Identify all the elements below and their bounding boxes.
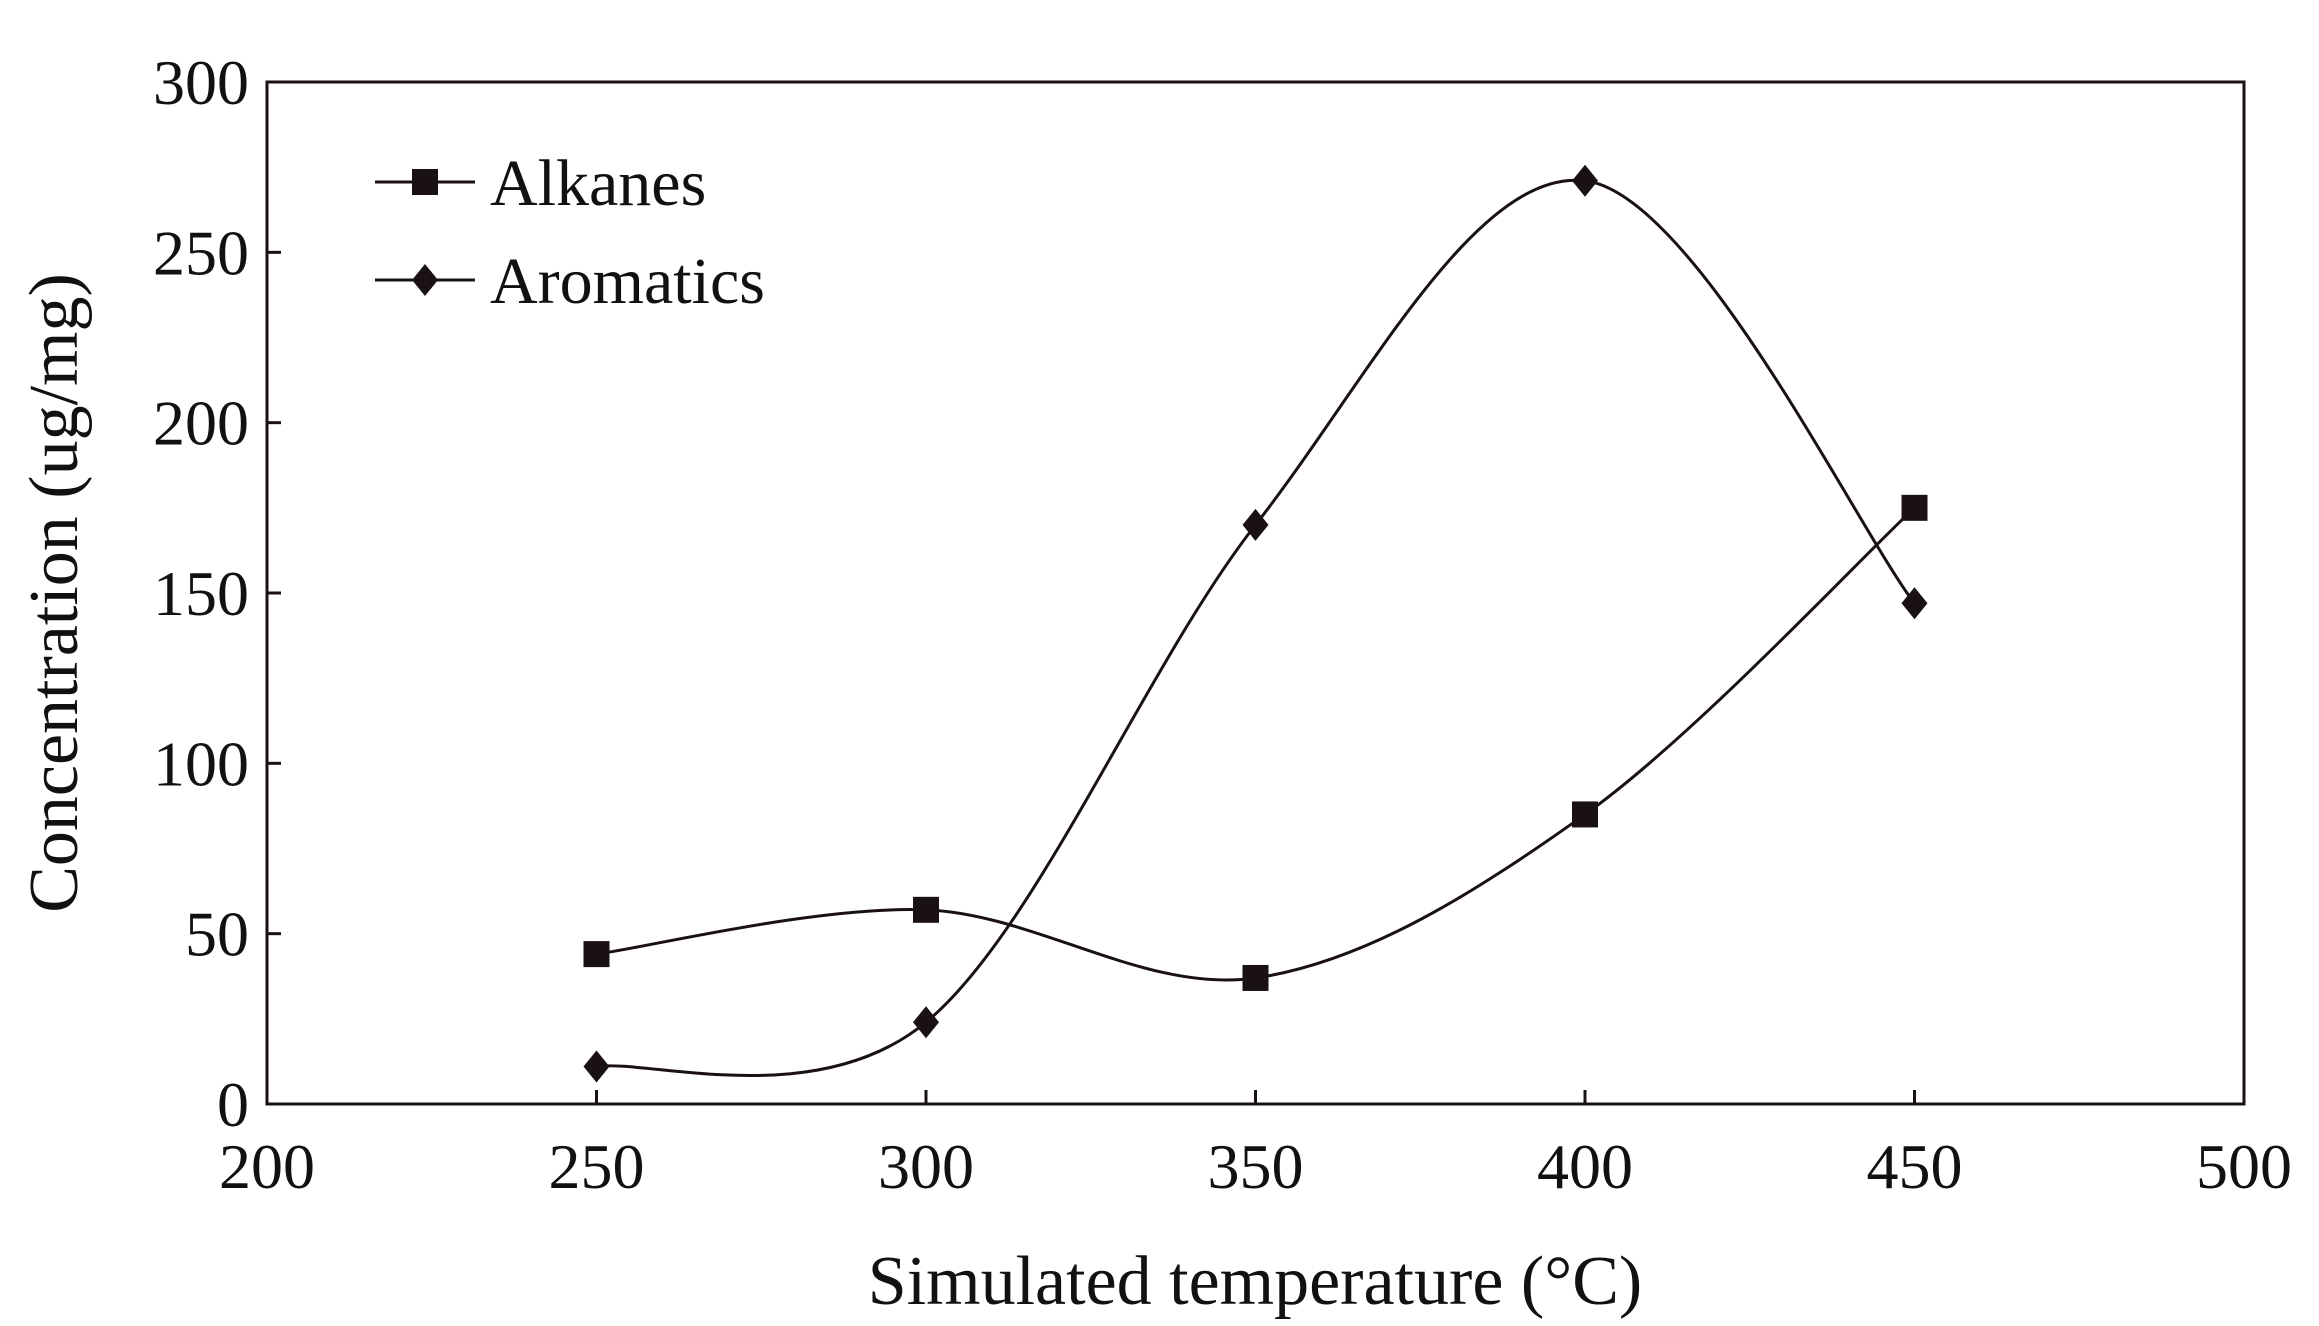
data-point-alkanes — [1901, 494, 1928, 521]
data-point-alkanes — [913, 896, 939, 923]
data-point-aromatics — [1242, 508, 1269, 541]
x-tick-label: 450 — [1867, 1131, 1963, 1202]
y-tick-label: 200 — [153, 388, 249, 459]
data-point-alkanes — [1572, 801, 1598, 828]
series-line-aromatics — [596, 178, 1916, 1077]
series-lines — [596, 178, 1916, 1077]
x-tick-label: 250 — [549, 1131, 645, 1202]
series-line-alkanes — [596, 506, 1916, 982]
y-tick-label: 100 — [153, 728, 249, 799]
x-tick-label: 350 — [1208, 1131, 1304, 1202]
y-tick-label: 300 — [153, 47, 249, 118]
legend-label-alkanes: Alkanes — [490, 147, 706, 220]
legend: Alkanes Aromatics — [375, 147, 765, 318]
series-markers — [583, 164, 1928, 1083]
x-tick-label: 200 — [219, 1131, 315, 1202]
y-tick-label: 250 — [153, 217, 249, 288]
data-point-aromatics — [583, 1050, 610, 1083]
y-axis-ticks: 0 50 100 150 200 250 300 — [153, 47, 281, 1140]
legend-marker-aromatics — [412, 264, 438, 296]
x-axis-title: Simulated temperature (°C) — [868, 1243, 1642, 1320]
legend-label-aromatics: Aromatics — [490, 245, 765, 318]
y-tick-label: 150 — [153, 558, 249, 629]
data-point-aromatics — [1901, 587, 1928, 620]
data-point-aromatics — [913, 1006, 939, 1039]
legend-marker-alkanes — [412, 169, 438, 195]
y-tick-label: 0 — [217, 1069, 249, 1140]
data-point-alkanes — [583, 941, 610, 968]
x-axis-ticks: 200 250 300 350 400 450 500 — [219, 1090, 2292, 1202]
plot-frame — [265, 80, 2246, 1106]
data-point-alkanes — [1242, 964, 1269, 991]
x-tick-label: 500 — [2196, 1131, 2292, 1202]
data-point-aromatics — [1572, 164, 1598, 197]
y-tick-label: 50 — [185, 899, 249, 970]
x-tick-label: 400 — [1537, 1131, 1633, 1202]
x-tick-label: 300 — [878, 1131, 974, 1202]
y-axis-title: Concentration (ug/mg) — [16, 273, 93, 913]
